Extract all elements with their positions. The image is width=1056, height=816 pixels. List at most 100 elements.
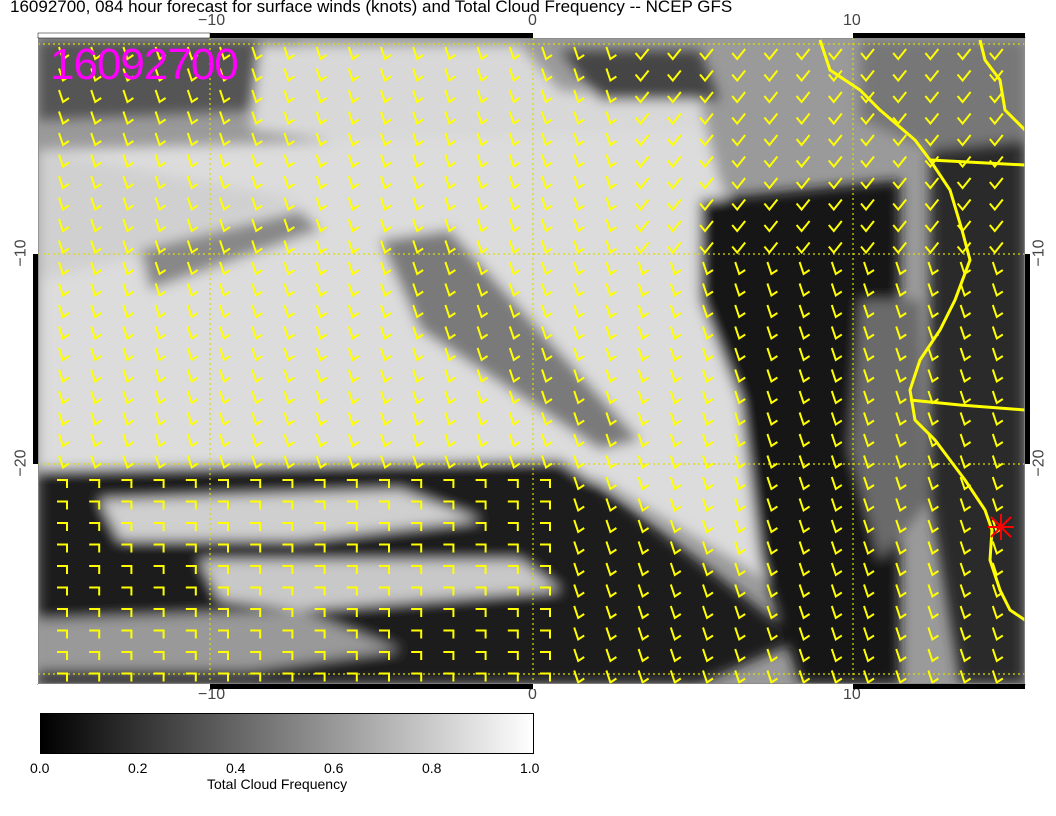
wind-barb: [57, 522, 68, 531]
wind-barb: [605, 175, 617, 190]
wind-barb: [411, 479, 423, 488]
wind-barb: [895, 519, 907, 534]
wind-barb: [892, 134, 907, 147]
wind-barb: [699, 155, 714, 169]
wind-barb: [637, 670, 650, 684]
wind-barb: [218, 543, 229, 553]
wind-barb: [573, 132, 585, 147]
wind-barb: [895, 670, 907, 684]
wind-barb: [219, 111, 231, 126]
wind-barb: [444, 326, 456, 341]
wind-barb: [699, 177, 714, 190]
wind-barb: [927, 562, 939, 577]
wind-barb: [763, 177, 779, 190]
wind-barb: [121, 608, 133, 617]
wind-barb: [251, 111, 263, 126]
wind-barb: [90, 111, 102, 126]
wind-barb: [412, 390, 424, 405]
wind-barb: [573, 476, 585, 491]
wind-barb: [895, 390, 907, 405]
wind-barb: [507, 565, 519, 574]
wind-barb: [507, 629, 519, 639]
wind-barb: [411, 629, 423, 639]
wind-barb: [634, 241, 650, 255]
wind-barb: [58, 412, 70, 427]
wind-barb: [444, 218, 456, 233]
wind-barb: [282, 608, 294, 617]
wind-barb: [508, 347, 521, 362]
wind-barb: [89, 629, 101, 639]
wind-barb: [860, 48, 875, 61]
wind-barb: [121, 565, 133, 574]
wind-barb: [380, 455, 392, 470]
wind-barb: [250, 479, 262, 488]
wind-barb: [346, 479, 358, 488]
wind-barb: [669, 627, 682, 642]
wind-barb: [991, 670, 1004, 684]
wind-barb: [154, 261, 167, 276]
wind-barb: [90, 412, 102, 427]
wind-barb: [989, 198, 1004, 212]
wind-barb: [702, 412, 714, 427]
wind-barb: [766, 627, 778, 642]
wind-barb: [573, 412, 585, 427]
wind-barb: [734, 648, 746, 663]
wind-barb: [58, 261, 70, 276]
wind-barb: [863, 498, 875, 513]
wind-barb: [251, 68, 263, 83]
wind-barb: [798, 627, 811, 642]
wind-barb: [798, 304, 811, 319]
wind-barb: [956, 134, 972, 147]
wind-barb: [411, 608, 423, 617]
wind-barb: [731, 134, 746, 147]
wind-barb: [122, 132, 134, 147]
wind-barb: [282, 629, 294, 639]
wind-barb: [154, 218, 167, 233]
wind-barb: [830, 476, 843, 491]
wind-barb: [121, 651, 133, 660]
wind-barb: [860, 112, 875, 126]
wind-barb: [508, 46, 521, 61]
wind-barb: [959, 326, 972, 341]
wind-barb: [669, 562, 682, 577]
wind-barb: [282, 651, 294, 660]
wind-barb: [863, 261, 875, 276]
wind-barb: [476, 347, 489, 362]
wind-barb: [573, 46, 585, 61]
wind-barb: [830, 369, 843, 384]
wind-barb: [667, 112, 682, 126]
wind-barb: [798, 283, 811, 298]
wind-barb: [573, 605, 585, 620]
wind-barb: [58, 240, 70, 255]
wind-barb: [412, 369, 424, 384]
wind-barb: [283, 283, 295, 298]
wind-barb: [573, 175, 585, 190]
wind-barb: [251, 154, 263, 169]
wind-barb: [634, 177, 650, 190]
wind-barb: [892, 241, 907, 255]
wind-barb: [57, 565, 68, 574]
wind-barb: [283, 412, 295, 427]
wind-barb: [634, 69, 650, 83]
wind-barb: [637, 283, 650, 298]
wind-barb: [763, 134, 779, 147]
wind-barb: [443, 629, 455, 639]
wind-barb: [411, 522, 423, 531]
wind-barb: [860, 177, 875, 190]
wind-barb: [734, 433, 746, 448]
wind-barb: [763, 220, 779, 233]
wind-barb: [444, 175, 456, 190]
wind-barb: [347, 154, 360, 169]
wind-barb: [58, 89, 70, 104]
wind-barb: [250, 608, 262, 617]
wind-barb: [508, 390, 521, 405]
wind-barb: [250, 672, 262, 682]
wind-barb: [830, 519, 843, 534]
wind-barb: [924, 241, 940, 255]
wind-barb: [830, 347, 843, 362]
wind-barb: [795, 112, 811, 126]
wind-barb: [57, 608, 68, 617]
wind-barb: [637, 261, 650, 276]
wind-barb: [251, 175, 263, 190]
wind-barb: [154, 326, 167, 341]
